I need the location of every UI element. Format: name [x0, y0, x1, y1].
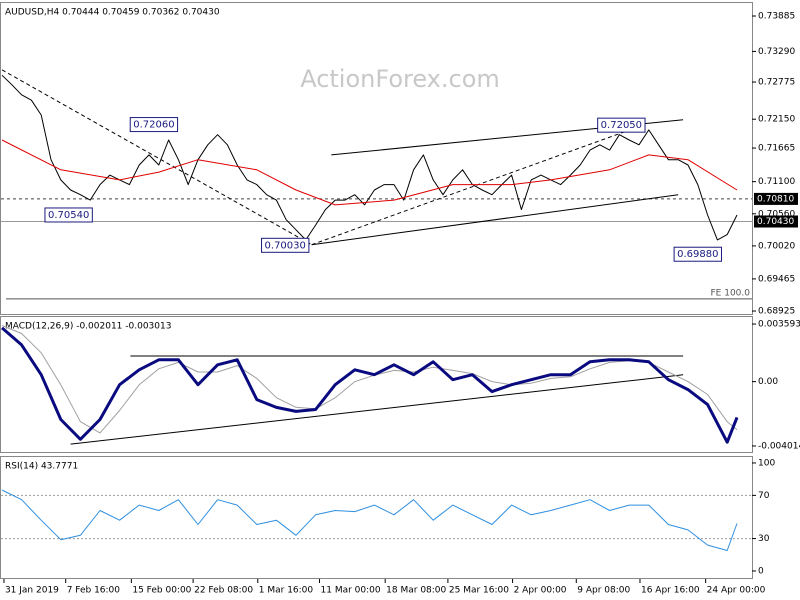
annotation-label: 0.72050: [601, 120, 642, 131]
x-tick-label: 1 Mar 16:00: [259, 586, 314, 596]
x-tick-label: 25 Mar 16:00: [449, 586, 509, 596]
annotation-box: [261, 237, 310, 253]
x-tick-label: 9 Apr 08:00: [577, 586, 630, 596]
annotation-label: 0.72060: [133, 120, 174, 131]
price-label: 0.70810: [757, 194, 794, 204]
price-label: 0.70430: [757, 217, 794, 227]
annotation-box: [44, 207, 93, 223]
y-tick-label: 100: [758, 458, 775, 468]
y-tick-label: 0.003593: [758, 320, 800, 330]
series-line: [1, 489, 738, 551]
x-tick-label: 18 Mar 08:00: [386, 586, 446, 596]
y-tick-label: 70: [758, 491, 770, 501]
y-tick-label: 0.71665: [758, 144, 795, 154]
x-tick-label: 2 Apr 00:00: [514, 586, 567, 596]
annotation-box: [673, 246, 722, 262]
trend-line: [311, 194, 679, 246]
panel: [0, 456, 753, 579]
annotation-box: [597, 117, 646, 133]
y-tick-label: 0: [758, 566, 764, 576]
trend-line: [1, 69, 312, 246]
watermark: ActionForex.com: [300, 65, 500, 93]
panel: [0, 2, 753, 315]
price-box: [754, 192, 798, 205]
panel-title: AUDUSD,H4 0.70444 0.70459 0.70362 0.7043…: [5, 8, 220, 18]
series-line: [1, 139, 738, 206]
series-line: [1, 74, 738, 241]
y-tick-label: 30: [758, 534, 770, 544]
y-tick-label: 0.69465: [758, 274, 795, 284]
y-tick-label: 0.73885: [758, 12, 795, 22]
y-tick-label: 0.00: [758, 377, 778, 387]
series-line: [1, 326, 739, 444]
annotation-label: 0.69880: [677, 249, 718, 260]
x-tick-label: 7 Feb 16:00: [67, 586, 121, 596]
x-tick-label: 31 Jan 2019: [5, 586, 59, 596]
annotation-label: 0.70030: [265, 240, 306, 251]
x-tick-label: 22 Feb 08:00: [194, 586, 253, 596]
x-tick-label: 16 Apr 16:00: [641, 586, 700, 596]
level-label: FE 100.0: [711, 288, 751, 298]
y-tick-label: 0.70560: [758, 209, 795, 219]
panel: [0, 316, 753, 453]
y-tick-label: 0.71100: [758, 177, 795, 187]
panel-title: RSI(14) 43.7771: [5, 462, 78, 472]
panel-title: MACD(12,26,9) -0.002011 -0.003013: [5, 322, 171, 332]
y-tick-label: 0.72775: [758, 78, 795, 88]
y-tick-label: 0.73290: [758, 47, 795, 57]
annotation-box: [129, 117, 179, 133]
series-line: [1, 325, 738, 434]
y-tick-label: 0.70020: [758, 241, 795, 251]
price-box: [754, 215, 798, 228]
x-tick-label: 11 Mar 00:00: [321, 586, 381, 596]
trend-line: [70, 374, 684, 445]
x-tick-label: 15 Feb 00:00: [132, 586, 191, 596]
y-tick-label: -0.004014: [758, 441, 800, 451]
y-tick-label: 0.72150: [758, 115, 795, 125]
annotation-label: 0.70540: [48, 210, 89, 221]
y-tick-label: 0.68925: [758, 307, 795, 317]
x-tick-label: 24 Apr 00:00: [707, 586, 766, 596]
